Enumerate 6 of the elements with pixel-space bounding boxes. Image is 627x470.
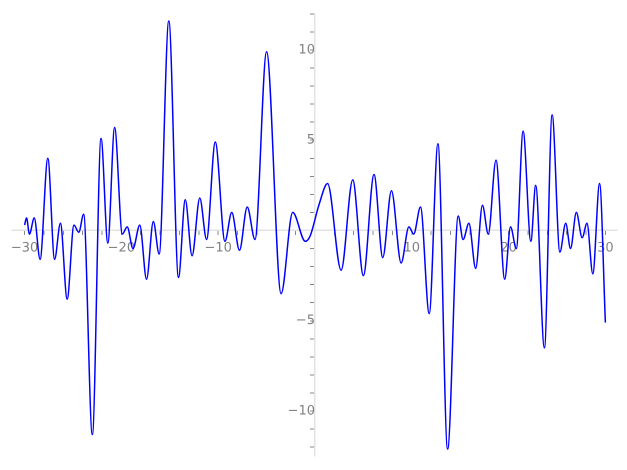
y-tick-label: −5 xyxy=(296,313,315,328)
y-tick-label: −10 xyxy=(288,403,315,418)
y-tick-label: 10 xyxy=(298,42,315,58)
x-tick-label: 10 xyxy=(404,240,420,256)
x-tick-label: −10 xyxy=(204,240,232,256)
x-tick-label: −30 xyxy=(10,240,38,256)
